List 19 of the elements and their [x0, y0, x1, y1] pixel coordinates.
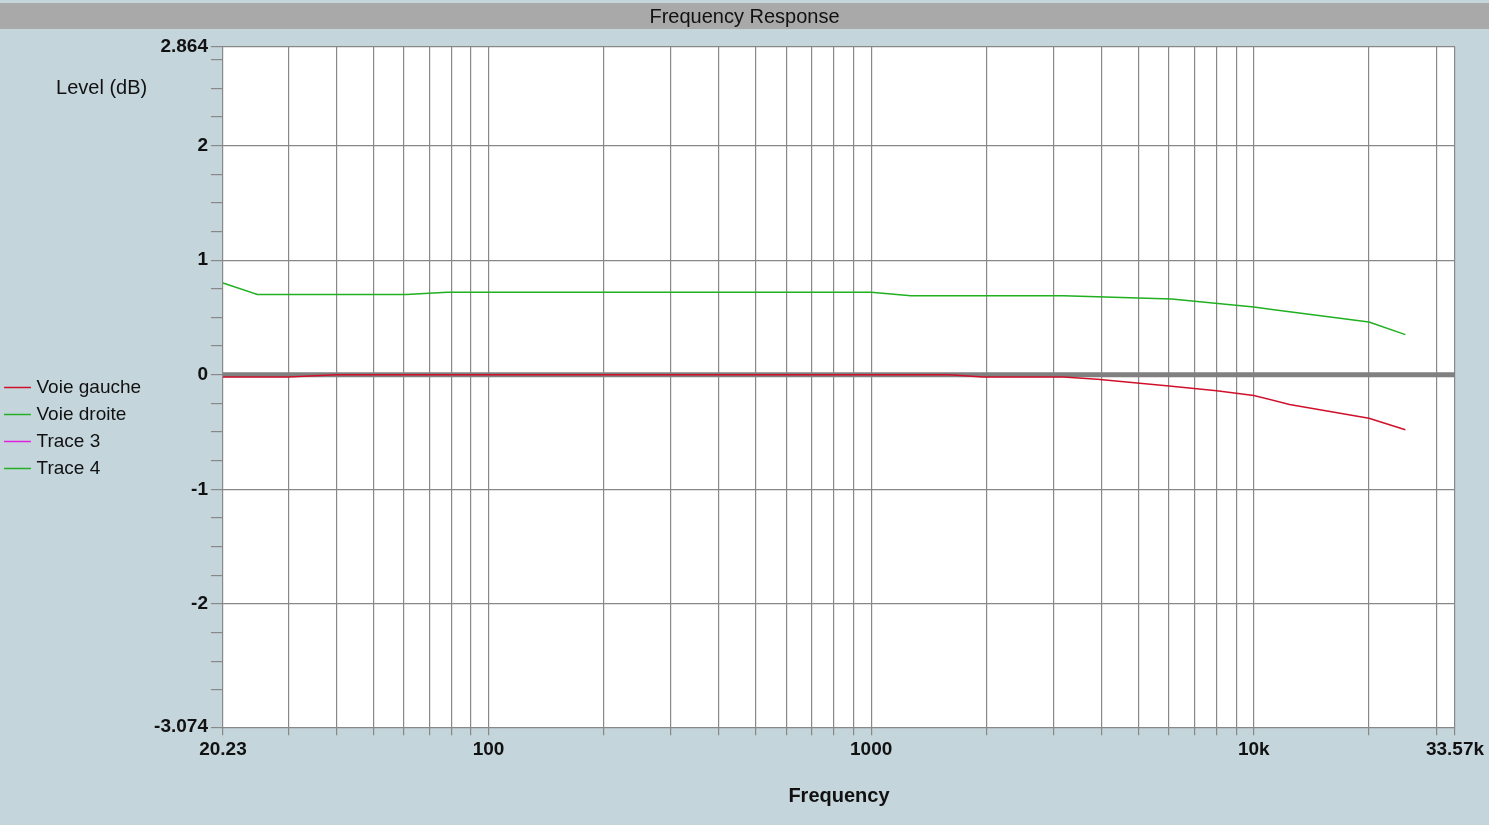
y-tick-label: 1	[197, 248, 209, 270]
y-tick-label: -3.074	[154, 715, 209, 737]
x-axis-title: Frequency	[788, 783, 891, 806]
legend-label: Trace 3	[36, 429, 101, 451]
y-tick-label: -2	[191, 592, 208, 614]
x-tick-label: 1000	[849, 737, 893, 759]
x-tick-label: 33.57k	[1425, 737, 1485, 759]
x-tick-label: 20.23	[199, 737, 247, 759]
y-tick-label: 2	[197, 133, 208, 155]
x-tick-label: 100	[472, 737, 505, 759]
y-axis-title: Level (dB)	[56, 76, 148, 99]
y-tick-label: 0	[197, 363, 208, 384]
y-tick-label: -1	[191, 477, 209, 499]
x-tick-label: 10k	[1237, 737, 1271, 759]
legend-label: Trace 4	[36, 456, 101, 478]
y-tick-label: 2.864	[160, 34, 209, 56]
chart-title: Frequency Response	[0, 3, 1489, 29]
legend-label: Voie droite	[36, 402, 127, 424]
legend-label: Voie gauche	[36, 375, 142, 397]
